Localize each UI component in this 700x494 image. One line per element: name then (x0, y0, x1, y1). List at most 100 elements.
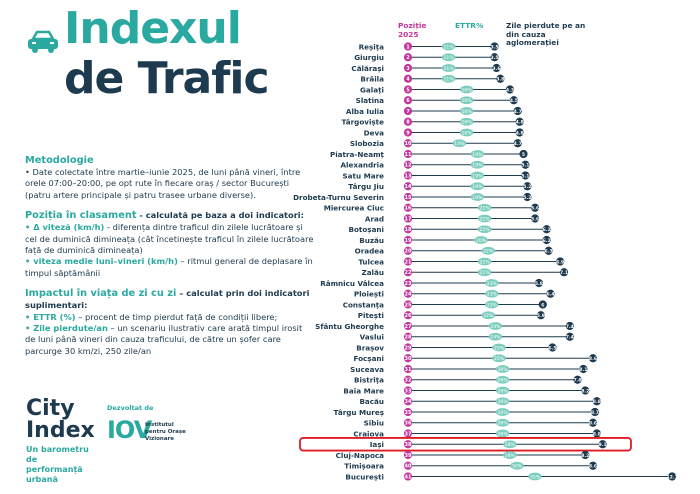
ettr-dot (485, 279, 499, 287)
days-dot (515, 128, 524, 137)
methodology-heading: Metodologie (25, 155, 94, 166)
ettr-label: 11% (443, 55, 454, 61)
days-dot (548, 343, 557, 352)
ettr-dot (495, 386, 510, 395)
position-dot (403, 375, 413, 384)
position-dot (403, 160, 413, 169)
days-label: 8.1 (579, 367, 587, 373)
city-label: Galați (360, 85, 384, 95)
position-dot (403, 418, 413, 427)
days-dot (590, 407, 600, 417)
days-dot (530, 214, 540, 223)
ettr-label: 23% (487, 292, 498, 298)
city-label: Zalău (362, 268, 385, 277)
days-label: 6.4 (546, 292, 554, 298)
position-label: 32 (405, 378, 412, 384)
position-label: 11 (405, 152, 412, 158)
ettr-label: 28% (505, 442, 516, 448)
days-dot (581, 450, 590, 460)
header-ettr: ETTR% (455, 21, 484, 30)
city-label: București (345, 472, 384, 481)
days-label: 3.5 (490, 44, 498, 50)
ettr-label: 28% (505, 453, 516, 459)
position-label: 39 (405, 453, 412, 459)
days-dot (534, 278, 544, 288)
ettr-label: 14% (454, 141, 465, 147)
ettr-dot (459, 117, 474, 126)
position-label: 6 (406, 98, 410, 104)
ettr-label: 19% (472, 163, 483, 169)
days-dot (509, 96, 518, 105)
ettr-label: 21% (479, 206, 490, 212)
city-label: Alexandria (340, 161, 384, 170)
days-label: 5.6 (531, 216, 539, 222)
days-label: 8.2 (581, 453, 589, 459)
position-label: 25 (405, 302, 412, 308)
days-label: 4.5 (510, 98, 518, 104)
days-dot (505, 85, 515, 94)
position-dot (403, 289, 413, 298)
highlight-box (299, 437, 632, 452)
days-label: 8.6 (589, 421, 597, 427)
days-dot (538, 300, 547, 309)
days-label: 6.2 (543, 227, 551, 233)
position-label: 20 (405, 249, 412, 255)
city-label: Sibiu (364, 419, 384, 428)
ranking-b2-label: • viteza medie luni–vineri (km/h) (25, 256, 178, 267)
position-label: 9 (406, 130, 410, 136)
city-label: Târgu Jiu (348, 182, 384, 191)
position-label: 12 (405, 163, 412, 169)
ettr-dot (477, 225, 492, 234)
days-label: 5 (522, 152, 525, 158)
logo-line1: City (26, 396, 75, 421)
days-label: 6.5 (548, 345, 556, 351)
impact-b2-text: – un scenariu ilustrativ care arată timp… (25, 323, 303, 356)
city-label: Târgoviște (341, 118, 384, 127)
ettr-label: 24% (490, 324, 501, 330)
ettr-label: 26% (497, 399, 508, 405)
position-dot (403, 461, 413, 470)
ettr-label: 16% (461, 98, 472, 104)
position-dot (403, 354, 413, 363)
days-label: 6.2 (543, 238, 551, 244)
ettr-dot (470, 171, 485, 180)
methodology-panel: Metodologie • Date colectate între marti… (25, 154, 315, 365)
position-dot (403, 300, 413, 309)
methodology-text: • Date colectate între martie–iunie 2025… (25, 167, 301, 200)
position-dot (403, 386, 413, 395)
city-label: Sfântu Gheorghe (315, 322, 384, 331)
city-label: Reșița (359, 42, 385, 52)
city-label: Botoșani (349, 225, 385, 234)
position-dot (403, 278, 413, 288)
car-icon (28, 30, 58, 53)
ettr-dot (481, 311, 496, 320)
ettr-label: 24% (490, 335, 501, 341)
ettr-dot (470, 193, 485, 201)
ettr-dot (495, 397, 510, 406)
header-position: Poziție 2025 (398, 21, 427, 39)
position-dot (403, 128, 413, 137)
days-label: 5.1 (521, 173, 529, 179)
position-dot (403, 440, 413, 449)
days-dot (521, 160, 530, 169)
position-label: 15 (405, 195, 412, 201)
developer-label: Dezvoltat de (107, 404, 154, 412)
position-dot (403, 407, 413, 417)
position-label: 29 (405, 345, 412, 351)
impact-heading-suffix: – calculat prin doi indicatori supliment… (25, 288, 310, 311)
position-dot (403, 63, 413, 73)
city-label: Suceava (350, 365, 384, 374)
ettr-label: 21% (479, 216, 490, 222)
position-label: 34 (405, 399, 412, 405)
ettr-label: 11% (443, 44, 454, 50)
position-dot (403, 42, 413, 51)
days-dot (521, 171, 530, 180)
city-index-logo: City Index Un barometru de performanță u… (26, 398, 96, 485)
position-label: 40 (405, 464, 412, 470)
days-label: 5.1 (521, 163, 529, 169)
ettr-dot (503, 451, 517, 459)
city-label: Buzău (359, 236, 384, 245)
ettr-dot (495, 365, 510, 373)
days-label: 7.8 (573, 378, 581, 384)
ettr-label: 19% (472, 173, 483, 179)
